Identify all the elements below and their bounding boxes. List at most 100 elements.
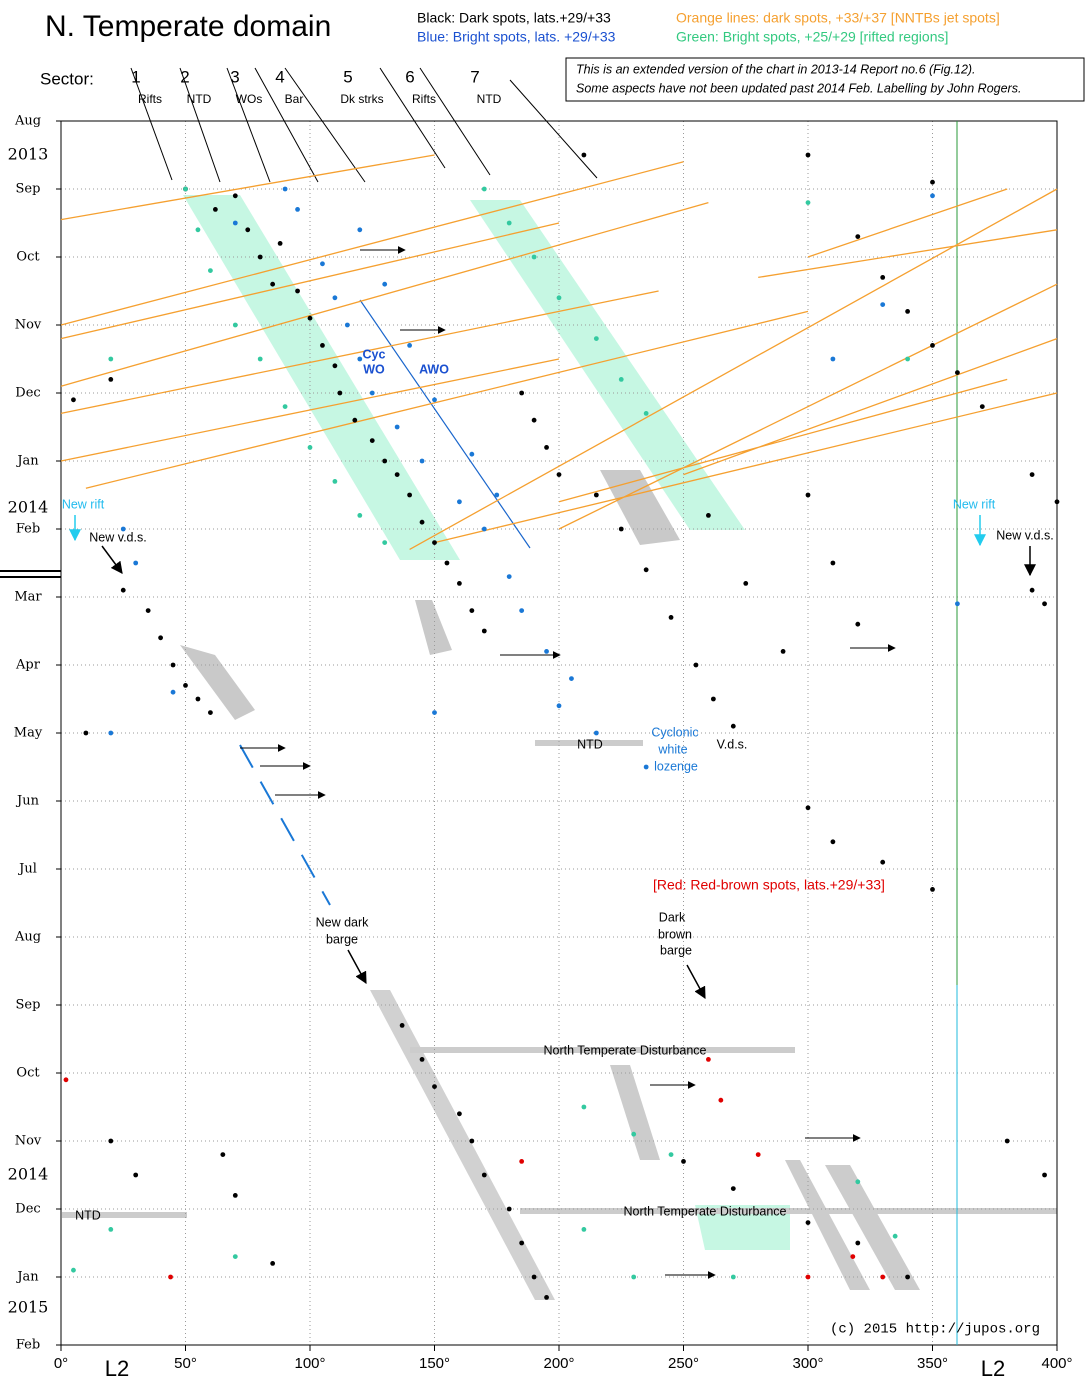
spot [1042, 601, 1047, 607]
spot [337, 390, 343, 396]
plot-frame [60, 120, 1058, 1346]
spot [357, 513, 363, 518]
sector-heading: Sector: [40, 69, 94, 88]
x-tick-label: 350° [917, 1355, 948, 1372]
spot [930, 193, 935, 199]
spot [183, 186, 188, 192]
spot [120, 526, 126, 532]
y-tick-label: Jun [15, 794, 40, 809]
y-tick-label: Nov [15, 318, 42, 333]
y-tick-label: Jul [17, 862, 37, 877]
spot [556, 703, 562, 709]
y-tick-label: Sep [16, 182, 41, 197]
spot [643, 764, 649, 770]
spot [805, 492, 811, 498]
annotation: brown [658, 927, 692, 941]
spot [1054, 499, 1060, 505]
spot [120, 587, 126, 593]
sector-label: Rifts [412, 92, 436, 106]
y-tick-label: Feb [16, 1338, 40, 1353]
gray-band [180, 645, 255, 720]
annotation: New rift [953, 497, 996, 511]
sector-number: 6 [405, 67, 414, 86]
spot [432, 397, 437, 403]
spot [108, 730, 114, 736]
spot [730, 1186, 736, 1191]
spot [506, 574, 512, 579]
sector-number: 2 [180, 67, 189, 86]
annotation: New dark [316, 915, 370, 929]
spot [232, 1193, 238, 1198]
spot [544, 649, 549, 654]
spot [892, 1233, 898, 1239]
y-tick-label: Aug [14, 114, 41, 129]
legend-entry: Black: Dark spots, lats.+29/+33 [417, 10, 611, 26]
spot [432, 1084, 437, 1089]
spot [307, 445, 313, 450]
legend-entry: [Red: Red-brown spots, lats.+29/+33] [653, 877, 885, 893]
barge-band [370, 990, 555, 1300]
spot [344, 322, 350, 328]
annotation: New v.d.s. [996, 528, 1053, 542]
annotation: North Temperate Disturbance [623, 1204, 786, 1218]
y-tick-label: Sep [16, 998, 41, 1013]
spot [855, 1240, 861, 1246]
spot [307, 315, 313, 321]
x-tick-label: 300° [792, 1355, 823, 1372]
spot [519, 608, 525, 613]
spot [295, 207, 300, 212]
spot [170, 689, 176, 695]
spot [519, 390, 525, 396]
spot [282, 404, 288, 409]
legend-entry: Blue: Bright spots, lats. +29/+33 [417, 29, 616, 45]
y-tick-label: Dec [15, 1202, 40, 1217]
spot [270, 281, 276, 287]
spot [743, 581, 749, 586]
spot [170, 662, 176, 668]
annotation: AWO [419, 362, 449, 376]
spot [544, 1295, 549, 1300]
drift-arrows [240, 246, 896, 1279]
spot [457, 1111, 462, 1117]
spot [643, 411, 649, 416]
gray-band [785, 1160, 870, 1290]
annotation: Dark [659, 910, 686, 924]
sector-label: Rifts [138, 92, 162, 106]
spot [593, 492, 599, 498]
spot [730, 1274, 736, 1280]
spot [432, 710, 437, 715]
spot [145, 608, 151, 613]
spot [643, 567, 649, 573]
spot [905, 309, 910, 314]
sector-lines [130, 67, 598, 183]
wo-track [359, 299, 531, 549]
spot [830, 356, 836, 362]
sector-number: 5 [343, 67, 352, 86]
barge-track [239, 744, 331, 906]
spot [830, 560, 836, 566]
sector-label: Dk strks [340, 92, 383, 106]
spot [399, 1023, 405, 1028]
y-tick-label: Mar [14, 590, 42, 605]
chart-title: N. Temperate domain [45, 10, 331, 43]
spot [1029, 587, 1035, 593]
year-label: 2015 [8, 1298, 49, 1317]
spot [805, 1220, 811, 1225]
spot [71, 397, 76, 403]
spot [208, 710, 213, 715]
jet-spot-line [60, 154, 1058, 550]
spot [855, 234, 861, 240]
spot [905, 356, 910, 362]
spot [1004, 1138, 1010, 1144]
y-tick-label: Apr [15, 658, 41, 673]
y-tick-label: Jan [15, 454, 39, 469]
annotation: barge [660, 943, 692, 957]
gray-band [825, 1165, 920, 1290]
rift-band [695, 1205, 790, 1250]
x-tick-label: 400° [1041, 1355, 1072, 1372]
copyright: (c) 2015 http://jupos.org [830, 1322, 1040, 1338]
spot [108, 377, 114, 382]
spot [618, 377, 624, 382]
